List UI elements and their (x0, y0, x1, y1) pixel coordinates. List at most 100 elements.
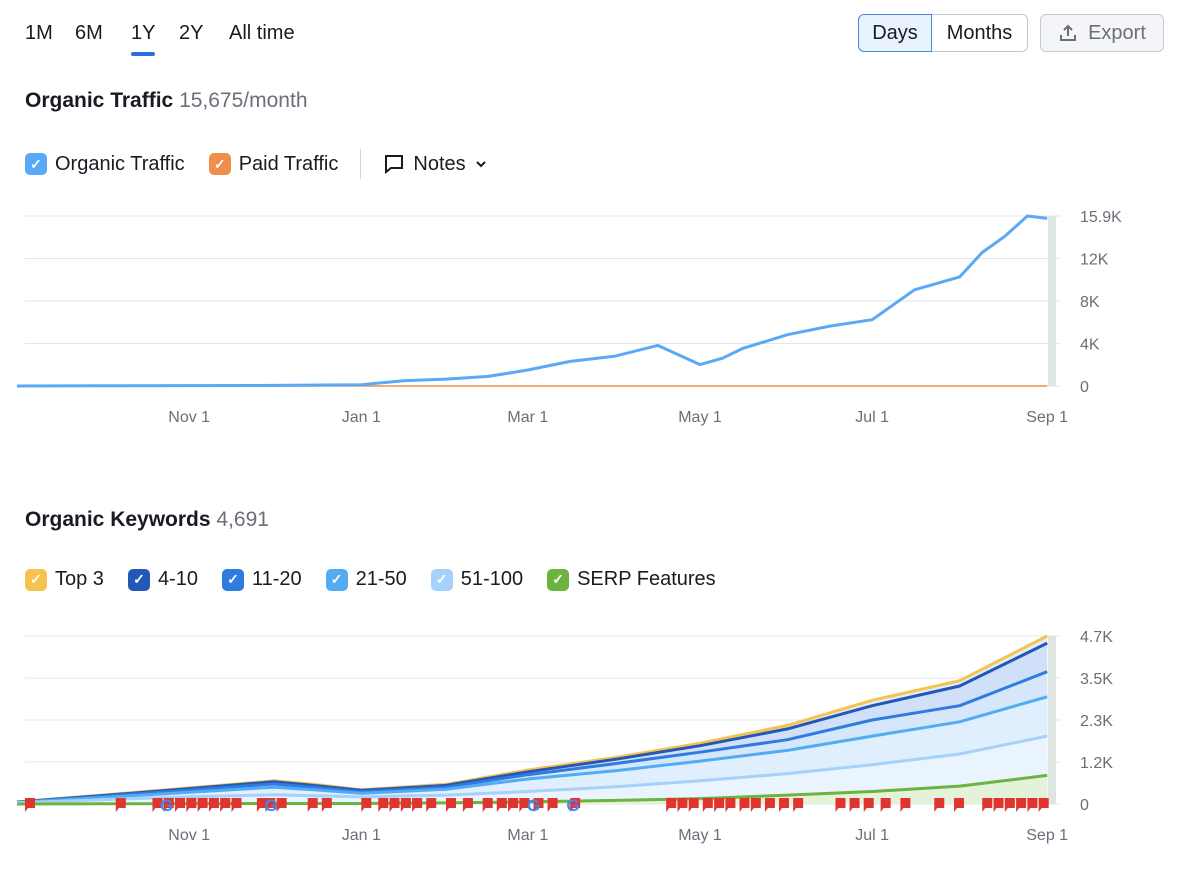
note-flag-icon[interactable] (496, 798, 507, 812)
note-flag-icon[interactable] (993, 798, 1004, 812)
note-flag-icon[interactable] (934, 798, 945, 812)
note-flag-icon[interactable] (175, 798, 186, 812)
notes-button[interactable]: Notes (383, 153, 487, 176)
traffic-chart[interactable]: 15.9K 12K 8K 4K 0 Nov 1 Jan 1 Mar 1 May 1 Jul 1 Se… (0, 200, 1200, 430)
note-flag-icon[interactable] (982, 798, 993, 812)
series-area-51-100 (17, 736, 1048, 804)
note-flag-icon[interactable] (954, 798, 965, 812)
current-period-highlight (1048, 636, 1056, 804)
note-flag-icon[interactable] (533, 798, 544, 812)
keywords-chart[interactable]: 4.7K 3.5K 2.3K 1.2K 0 Nov 1 Jan 1 Mar 1 May 1 Jul… (0, 620, 1200, 860)
organic-traffic-checkbox[interactable]: ✓ (25, 153, 47, 175)
note-flag-icon[interactable] (863, 798, 874, 812)
note-flag-icon[interactable] (208, 798, 219, 812)
note-flag-icon[interactable] (677, 798, 688, 812)
legend-checkbox-4-10[interactable]: ✓ (127, 568, 150, 591)
traffic-legend: ✓ Organic Traffic ✓ Paid Traffic Notes (25, 149, 488, 179)
note-flag-icon[interactable] (152, 798, 163, 812)
y-tick-label: 4.7K (1080, 629, 1113, 646)
days-button[interactable]: Days (858, 14, 932, 52)
note-flag-icon[interactable] (307, 798, 318, 812)
note-flag-icon[interactable] (412, 798, 423, 812)
note-flag-icon[interactable] (462, 798, 473, 812)
legend-label: 21-50 (355, 568, 407, 590)
note-flag-icon[interactable] (739, 798, 750, 812)
note-flag-icon[interactable] (779, 798, 790, 812)
note-flag-icon[interactable] (220, 798, 231, 812)
y-tick-label: 4K (1080, 337, 1100, 354)
google-update-icon[interactable]: G (527, 796, 540, 815)
legend-checkbox-top-3[interactable]: ✓ (25, 568, 47, 591)
note-flag-icon[interactable] (446, 798, 456, 812)
x-tick-label: May 1 (678, 409, 722, 426)
note-flag-icon[interactable] (163, 798, 174, 812)
keywords-legend: ✓ Top 3 ✓ 4-10 ✓ 11-20 ✓ 21-50 ✓ 51-100 ✓ SERP Feat… (25, 568, 716, 591)
series-line-4-10 (16, 641, 1048, 804)
note-flag-icon[interactable] (197, 798, 208, 812)
divider (360, 149, 362, 179)
comment-icon (385, 155, 404, 175)
period-all-time[interactable]: All time (229, 22, 295, 44)
chevron-down-icon (475, 161, 486, 168)
note-flag-icon[interactable] (547, 798, 558, 812)
note-flag-icon[interactable] (231, 798, 242, 812)
legend-checkbox-serp-features[interactable]: ✓ (547, 568, 570, 591)
note-flag-icon[interactable] (389, 798, 400, 812)
legend-label: Organic Traffic (55, 152, 185, 175)
note-flag-icon[interactable] (115, 798, 126, 812)
note-flag-icon[interactable] (1027, 798, 1038, 812)
note-flag-icon[interactable] (400, 798, 411, 812)
note-flag-icon[interactable] (378, 798, 389, 812)
google-update-icon[interactable]: G (566, 796, 579, 815)
x-tick-label: Jan 1 (342, 409, 381, 426)
note-flag-icon[interactable] (702, 798, 713, 812)
note-flag-icon[interactable] (835, 798, 846, 812)
y-tick-label: 12K (1080, 252, 1109, 269)
note-flag-icon[interactable] (482, 798, 493, 812)
period-1y[interactable]: 1Y (131, 22, 156, 56)
legend-checkbox-21-50[interactable]: ✓ (325, 568, 348, 591)
note-flag-icon[interactable] (321, 798, 332, 812)
note-flag-icon[interactable] (1004, 798, 1015, 812)
period-2y[interactable]: 2Y (179, 22, 204, 44)
note-flag-icon[interactable] (25, 798, 35, 812)
note-flag-icon[interactable] (276, 798, 287, 812)
note-flag-icon[interactable] (570, 798, 581, 812)
google-update-icon[interactable]: G (264, 796, 277, 815)
x-tick-label: Mar 1 (507, 827, 548, 844)
note-flag-icon[interactable] (666, 798, 677, 812)
note-flag-icon[interactable] (256, 798, 267, 812)
paid-traffic-checkbox[interactable]: ✓ (208, 153, 231, 175)
x-tick-label: Nov 1 (168, 409, 210, 426)
note-flag-icon[interactable] (764, 798, 775, 812)
note-flag-icon[interactable] (361, 798, 372, 812)
period-1m[interactable]: 1M (25, 22, 53, 44)
note-flag-icon[interactable] (880, 798, 891, 812)
notes-label: Notes (413, 152, 466, 175)
note-flag-icon[interactable] (1016, 798, 1027, 812)
months-button[interactable]: Months (931, 14, 1028, 52)
note-flag-icon[interactable] (725, 798, 736, 812)
google-update-icon[interactable]: G (160, 796, 173, 815)
series-line-21-50 (16, 695, 1048, 804)
note-flag-icon[interactable] (750, 798, 761, 812)
export-button[interactable]: Export (1040, 14, 1164, 52)
traffic-value: 15,675/month (179, 89, 308, 112)
period-6m[interactable]: 6M (75, 22, 103, 44)
note-flag-icon[interactable] (714, 798, 725, 812)
note-flag-icon[interactable] (849, 798, 860, 812)
note-flag-icon[interactable] (1038, 798, 1049, 812)
keywords-title: Organic Keywords 4,691 (25, 508, 269, 532)
legend-checkbox-11-20[interactable]: ✓ (221, 568, 244, 591)
note-flag-icon[interactable] (793, 798, 804, 812)
note-flag-icon[interactable] (186, 798, 197, 812)
note-flag-icon[interactable] (426, 798, 437, 812)
note-flag-icon[interactable] (519, 798, 530, 812)
note-flag-icon[interactable] (508, 798, 519, 812)
legend-checkbox-51-100[interactable]: ✓ (430, 568, 453, 591)
note-flag-icon[interactable] (688, 798, 699, 812)
x-tick-label: Jul 1 (855, 409, 889, 426)
note-flag-icon[interactable] (265, 798, 276, 812)
x-tick-label: Sep 1 (1026, 409, 1068, 426)
note-flag-icon[interactable] (900, 798, 911, 812)
